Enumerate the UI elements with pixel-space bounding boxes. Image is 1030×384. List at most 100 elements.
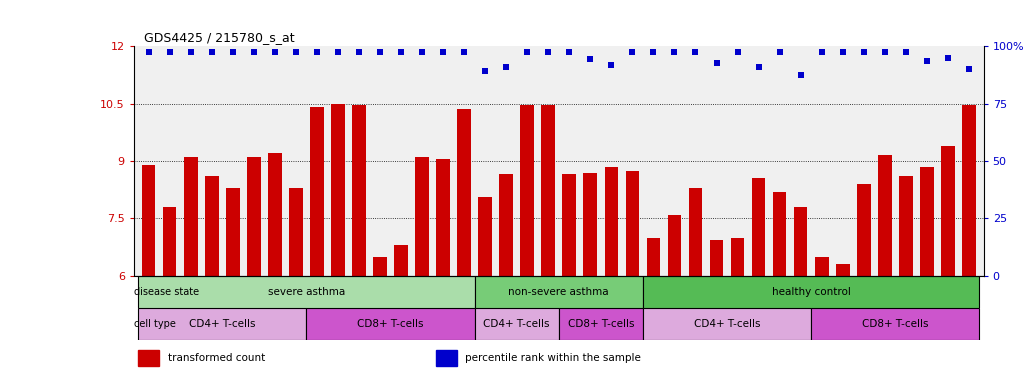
Bar [394,245,408,276]
Polygon shape [141,284,147,300]
Text: CD4+ T-cells: CD4+ T-cells [694,319,760,329]
Point [961,66,977,72]
Point [140,49,157,55]
Point [372,49,388,55]
Point [435,49,451,55]
Point [267,49,283,55]
Bar [373,257,387,276]
Point [709,60,725,66]
Bar [710,240,723,276]
Point [666,49,683,55]
Text: GDS4425 / 215780_s_at: GDS4425 / 215780_s_at [144,31,295,44]
Bar [815,257,828,276]
Bar [562,174,576,276]
Bar [310,108,323,276]
Bar [542,106,555,276]
Bar [899,176,913,276]
Point [687,49,703,55]
Point [309,49,325,55]
Bar [163,207,176,276]
Text: transformed count: transformed count [168,353,265,363]
Point [792,72,809,78]
Point [162,49,178,55]
Point [897,49,914,55]
Point [414,49,431,55]
Text: healthy control: healthy control [771,287,851,297]
Point [497,64,514,70]
Point [561,49,578,55]
Bar [558,308,643,340]
Bar [667,215,681,276]
Point [750,64,766,70]
Bar [647,238,660,276]
Bar [689,188,702,276]
Point [729,49,746,55]
Point [877,49,893,55]
Text: CD8+ T-cells: CD8+ T-cells [862,319,929,329]
Bar [772,192,787,276]
Point [604,62,620,68]
Bar [306,308,475,340]
Point [351,49,368,55]
Text: CD8+ T-cells: CD8+ T-cells [357,319,423,329]
Bar [437,159,450,276]
Bar [857,184,870,276]
Text: percentile rank within the sample: percentile rank within the sample [466,353,642,363]
Bar [268,153,281,276]
Bar [962,106,975,276]
Bar [941,146,955,276]
Text: cell type: cell type [134,319,176,329]
Bar [643,276,980,308]
Bar [812,308,980,340]
Bar [289,188,303,276]
Bar [138,308,306,340]
Text: non-severe asthma: non-severe asthma [509,287,609,297]
Bar [794,207,808,276]
Bar [878,155,892,276]
Bar [183,157,198,276]
Bar [605,167,618,276]
Point [392,49,409,55]
Point [540,49,556,55]
Text: CD4+ T-cells: CD4+ T-cells [188,319,255,329]
Bar [331,104,345,276]
Point [834,49,851,55]
Bar [625,170,640,276]
Text: CD4+ T-cells: CD4+ T-cells [483,319,550,329]
Bar [500,174,513,276]
Bar [226,188,240,276]
Bar [475,308,558,340]
Point [645,49,661,55]
Point [456,49,473,55]
Point [287,49,304,55]
Bar [730,238,745,276]
Bar [415,157,428,276]
Polygon shape [141,316,147,332]
Point [919,58,935,65]
Bar [475,276,643,308]
Bar [457,109,471,276]
Bar [352,106,366,276]
Point [477,68,493,74]
Point [330,49,346,55]
Bar [752,178,765,276]
Bar [138,276,475,308]
Bar [142,165,156,276]
Text: CD8+ T-cells: CD8+ T-cells [568,319,634,329]
Bar [520,106,535,276]
Point [814,49,830,55]
Text: disease state: disease state [134,287,199,297]
Point [939,55,956,61]
Bar [920,167,934,276]
Point [856,49,872,55]
Point [225,49,241,55]
Text: severe asthma: severe asthma [268,287,345,297]
Point [771,49,788,55]
Bar [205,176,218,276]
Point [182,49,199,55]
Point [204,49,220,55]
Bar [247,157,261,276]
Point [582,56,598,63]
Bar [643,308,812,340]
Bar [436,350,456,366]
